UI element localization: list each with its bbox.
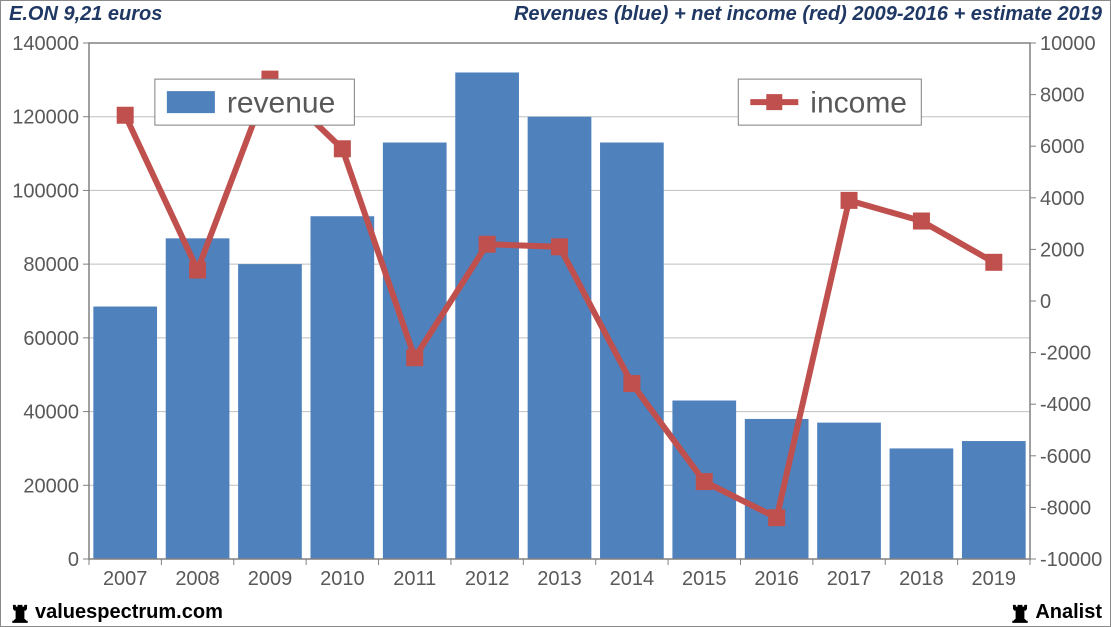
legend-revenue: revenue: [155, 79, 355, 125]
header-title-right: Revenues (blue) + net income (red) 2009-…: [514, 3, 1102, 26]
footer-left: valuespectrum.com: [9, 601, 223, 624]
y-left-tick-label: 40000: [23, 402, 79, 424]
y-left-tick-label: 80000: [23, 254, 79, 276]
revenue-bar: [528, 117, 592, 559]
revenue-bar: [817, 423, 881, 559]
y-right-tick-label: 8000: [1040, 85, 1085, 107]
footer-right: Analist: [1009, 601, 1102, 624]
y-left-tick-label: 20000: [23, 475, 79, 497]
y-left-tick-label: 60000: [23, 328, 79, 350]
x-tick-label: 2010: [320, 568, 365, 590]
footer-right-text: Analist: [1035, 601, 1102, 624]
legend-label: income: [810, 87, 907, 120]
y-right-tick-label: 10000: [1040, 33, 1096, 55]
x-tick-label: 2018: [899, 568, 944, 590]
revenue-bar: [745, 419, 809, 559]
x-tick-label: 2017: [827, 568, 872, 590]
revenue-bar: [238, 264, 302, 559]
revenue-bar: [890, 448, 954, 559]
legend-income: income: [738, 79, 921, 125]
y-right-tick-label: -6000: [1040, 446, 1091, 468]
y-right-tick-label: -8000: [1040, 497, 1091, 519]
revenue-bar: [93, 307, 157, 559]
y-left-tick-label: 140000: [12, 33, 79, 55]
footer-left-text: valuespectrum.com: [35, 601, 223, 624]
x-tick-label: 2008: [175, 568, 220, 590]
y-right-tick-label: 2000: [1040, 239, 1085, 261]
footer: valuespectrum.com Analist: [1, 598, 1110, 626]
y-right-tick-label: -4000: [1040, 394, 1091, 416]
x-tick-label: 2012: [465, 568, 510, 590]
y-left-tick-label: 120000: [12, 107, 79, 129]
x-tick-label: 2007: [103, 568, 148, 590]
y-right-tick-label: 0: [1040, 291, 1051, 313]
chart-svg: 020000400006000080000100000120000140000-…: [9, 33, 1102, 595]
revenue-bar: [166, 238, 230, 559]
chart-area: 020000400006000080000100000120000140000-…: [9, 33, 1102, 596]
rook-icon: [1009, 602, 1031, 624]
revenue-bar: [962, 441, 1026, 559]
x-tick-label: 2011: [393, 568, 436, 590]
revenue-bar: [310, 216, 374, 559]
legend-label: revenue: [227, 87, 335, 120]
x-tick-label: 2009: [248, 568, 293, 590]
x-tick-label: 2013: [537, 568, 582, 590]
figure-container: E.ON 9,21 euros Revenues (blue) + net in…: [0, 0, 1111, 627]
header: E.ON 9,21 euros Revenues (blue) + net in…: [1, 1, 1110, 31]
x-tick-label: 2015: [682, 568, 727, 590]
rook-icon: [9, 602, 31, 624]
revenue-bar: [600, 143, 664, 559]
y-left-tick-label: 100000: [12, 180, 79, 202]
revenue-bar: [455, 72, 519, 559]
y-right-tick-label: -2000: [1040, 343, 1091, 365]
x-tick-label: 2014: [610, 568, 655, 590]
y-right-tick-label: -10000: [1040, 549, 1102, 571]
y-right-tick-label: 4000: [1040, 188, 1085, 210]
y-left-tick-label: 0: [68, 549, 79, 571]
header-title-left: E.ON 9,21 euros: [9, 3, 162, 26]
y-right-tick-label: 6000: [1040, 136, 1085, 158]
x-tick-label: 2019: [972, 568, 1017, 590]
x-tick-label: 2016: [754, 568, 799, 590]
